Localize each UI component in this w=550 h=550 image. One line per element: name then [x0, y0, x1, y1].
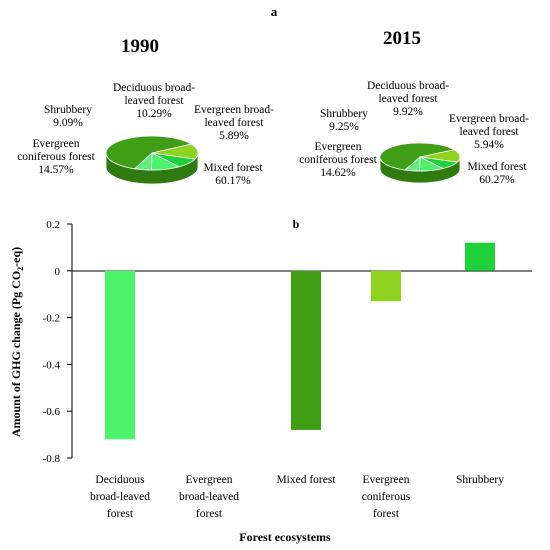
bar-deciduous — [105, 270, 135, 440]
x-axis-label: Forest ecosystems — [239, 530, 331, 544]
pie-label-coniferous: Evergreen coniferous forest 14.62% — [299, 141, 377, 179]
pie-label-coniferous: Evergreen coniferous forest 14.57% — [17, 138, 95, 176]
pie-label-deciduous: Deciduous broad-leaved forest 10.29% — [113, 82, 195, 120]
pie-label-mixed: Mixed forest 60.17% — [203, 162, 263, 187]
bar-coniferous — [371, 270, 401, 302]
y-axis-label-part-2: -eq) — [9, 247, 23, 267]
bar-chart: b 0.2 0 -0.2 -0.4 -0.6 -0.8 Deciduous broad-le… — [9, 217, 532, 544]
x-category-label: Deciduous broad-leaved forest — [90, 474, 150, 520]
bar-mixed — [291, 270, 321, 430]
pie-label-shrubbery: Shrubbery 9.25% — [320, 108, 368, 133]
y-tick-label: -0.2 — [43, 313, 60, 325]
pie-slice-evergreen-broad — [133, 152, 153, 171]
x-category-label: Evergreen coniferous forest — [362, 474, 411, 520]
y-axis-label: Amount of GHG change (Pg CO2-eq) — [9, 247, 25, 437]
y-tick-label: 0.2 — [46, 219, 60, 231]
x-category-label: Evergreen broad-leaved forest — [179, 474, 239, 520]
y-tick-label: 0 — [55, 266, 61, 278]
x-category-label: Mixed forest — [276, 474, 336, 486]
pie-label-deciduous: Deciduous broad-leaved forest 9.92% — [367, 80, 449, 118]
y-tick-label: -0.6 — [43, 406, 61, 418]
pie-chart-1990: 1990 Mixed forest 60.17% Evergreen conifero… — [17, 36, 274, 187]
y-axis-label-subscript: 2 — [16, 267, 25, 271]
pie-label-mixed: Mixed forest 60.27% — [467, 161, 527, 186]
pie-label-shrubbery: Shrubbery 9.09% — [44, 104, 92, 129]
pie-title-2015: 2015 — [383, 28, 421, 49]
pie-label-evergreen-broad: Evergreen broad-leaved forest 5.94% — [449, 113, 529, 151]
y-tick-label: -0.8 — [43, 453, 61, 465]
pie-title-1990: 1990 — [121, 36, 159, 57]
pie-chart-2015: 2015 Mixed forest 60.27% Evergreen conifero… — [299, 28, 529, 186]
pie-label-evergreen-broad: Evergreen broad-leaved forest 5.89% — [194, 104, 274, 142]
y-tick-label: -0.4 — [43, 359, 61, 371]
panel-a-label: a — [271, 4, 278, 19]
pie-slice-mixed — [105, 135, 193, 170]
panel-b-label: b — [293, 217, 300, 231]
x-category-label: Shrubbery — [456, 474, 504, 486]
y-axis-label-part-1: Amount of GHG change (Pg CO — [9, 271, 23, 437]
pie-slice-evergreen-broad — [404, 156, 421, 172]
bar-shrubbery — [465, 242, 495, 271]
pie-slice-mixed — [379, 142, 456, 171]
